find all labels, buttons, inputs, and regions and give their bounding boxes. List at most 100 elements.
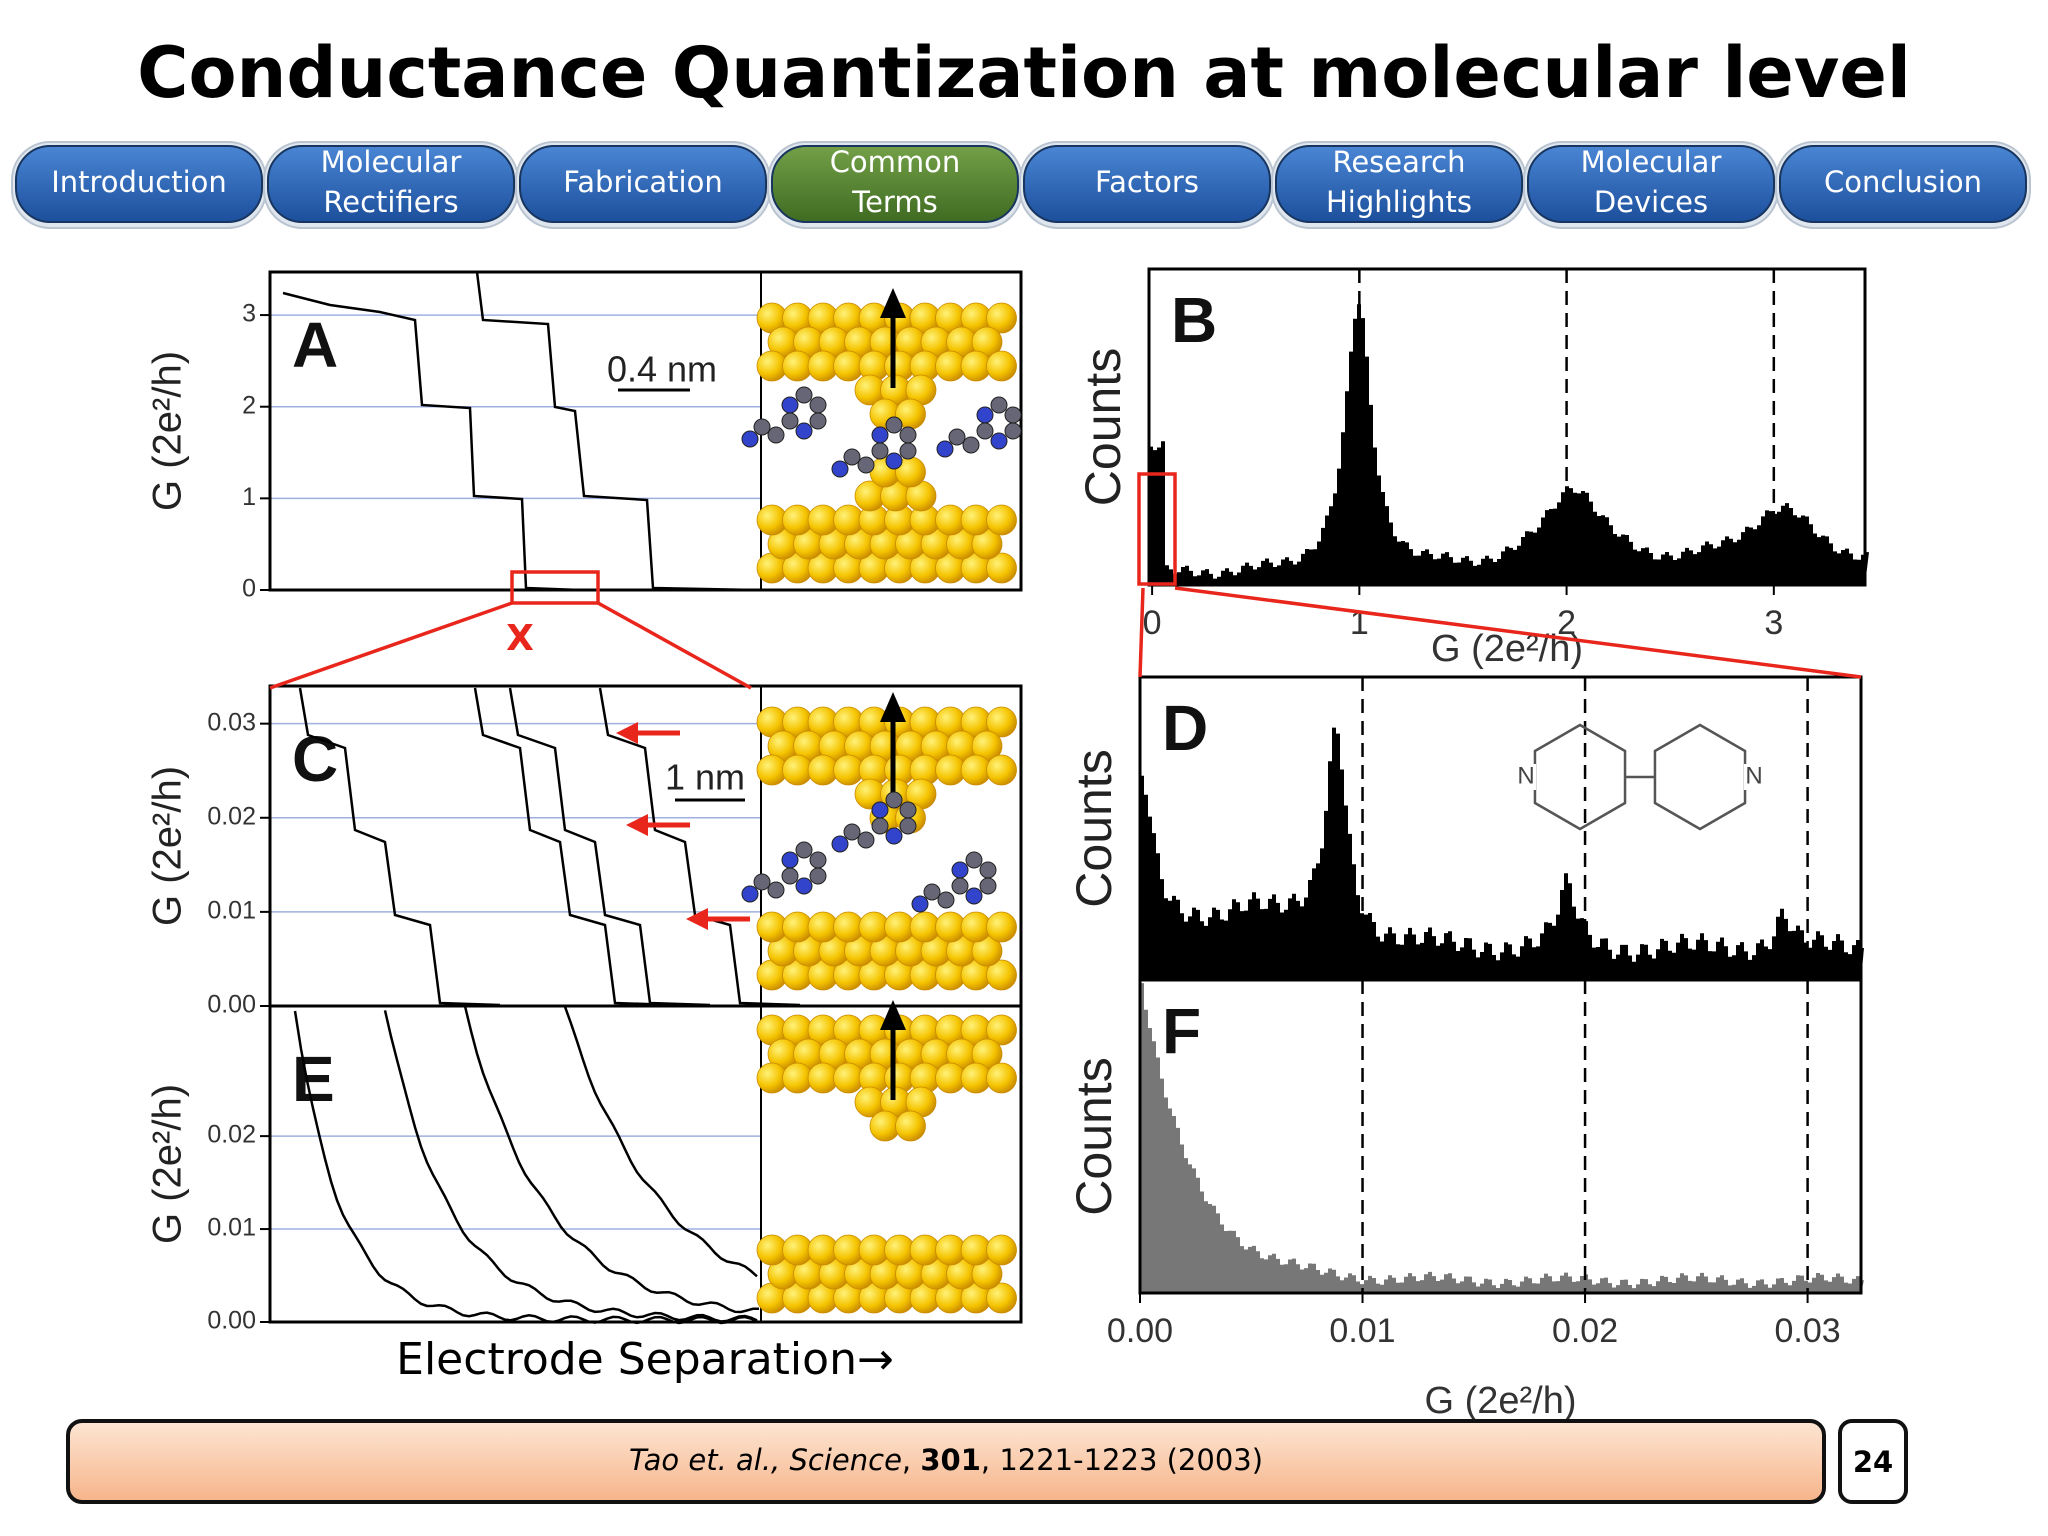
nav-button-label: Devices [1594,185,1708,219]
molecule-atom [857,456,875,474]
nav-button-label: Fabrication [563,165,722,199]
slide-title: Conductance Quantization at molecular le… [137,32,1911,114]
conductance-trace [475,271,756,592]
nav-button-body [1023,145,1271,223]
panel-letter: D [1162,692,1208,764]
conductance-trace [508,687,711,1007]
molecule-atom [990,432,1008,450]
histogram [1140,983,1864,1293]
molecule-atom [843,448,861,466]
molecule-atom [843,823,861,841]
nav-button[interactable]: Research Highlights [1271,141,1527,229]
page-number-box [1838,1419,1908,1504]
molecule-atom [871,426,889,444]
zoom-marker: X [506,618,534,659]
molecule-atom [781,851,799,869]
nav-button[interactable]: Introduction [11,141,267,229]
y-tick-label: 3 [242,300,256,328]
citation-part: 301 [920,1443,981,1477]
molecule-atom [795,386,813,404]
page-number: 24 [1853,1445,1893,1479]
molecule-atom [965,887,983,905]
atom-label-bg [1516,764,1536,790]
molecule-atom [979,877,997,895]
molecule-atom [899,426,917,444]
molecule-atom [795,841,813,859]
nav-button-body [1275,145,1523,223]
pyridine-ring [1653,723,1747,831]
molecule-atom [976,406,994,424]
molecule-atom [857,831,875,849]
molecule-atom [936,440,954,458]
nav-button-label: Common [830,145,961,179]
x-tick-label: 3 [1764,604,1783,642]
nav-button-body [519,145,767,223]
molecule-atom [741,885,759,903]
gold-atom [986,1014,1017,1046]
zoom-line [269,601,513,690]
zoom-box [510,570,600,605]
nav-button-label: Research [1332,145,1465,179]
nav-button-label: Rectifiers [323,185,458,219]
y-axis-label: G (2e²/h) [146,1084,190,1244]
molecule-atom [831,835,849,853]
molecule-atom [753,873,771,891]
nav-button-label: Molecular [1581,145,1722,179]
zoom-line [1174,586,1862,679]
x-caption: Electrode Separation→ [396,1334,894,1385]
panel-frame [1138,978,1863,1295]
nav-button[interactable]: Molecular Rectifiers [263,141,519,229]
annotation-arrow-head [616,722,638,744]
gold-atom [986,959,1017,991]
nav-button[interactable]: Fabrication [515,141,771,229]
y-tick-label: 0.02 [207,1121,256,1149]
gold-atom [986,911,1017,943]
conductance-trace [563,1006,758,1278]
y-tick-label: 0.02 [207,802,256,830]
y-axis-label: G (2e²/h) [146,766,190,926]
nav-button-label: Factors [1095,165,1199,199]
molecule-atom [899,817,917,835]
panel-letter: A [292,309,338,381]
zoom-line [1138,587,1145,678]
molecule-atom [923,883,941,901]
molecule-atom [809,396,827,414]
conductance-trace [598,687,801,1007]
scale-bar-label: 1 nm [665,757,745,798]
x-tick-label: 2 [1557,604,1576,642]
atom-label: N [1745,762,1762,789]
panel-letter: E [292,1043,335,1115]
footer-bar [66,1419,1826,1504]
nav-button[interactable]: Common Terms [767,141,1023,229]
citation-part: , [902,1443,920,1477]
molecule-atom [885,791,903,809]
molecule-atom [965,851,983,869]
nav-button[interactable]: Factors [1019,141,1275,229]
nav-button[interactable]: Conclusion [1775,141,2031,229]
molecule-atom [990,396,1008,414]
panel-letter: F [1162,995,1201,1067]
nav-button-body [267,145,515,223]
molecule-atom [781,867,799,885]
gold-atom [986,1234,1017,1266]
citation-part: , 1221-1223 (2003) [981,1443,1263,1477]
nav-button[interactable]: Molecular Devices [1523,141,1779,229]
molecule-atom [809,412,827,430]
molecule-atom [899,801,917,819]
y-tick-label: 0.00 [207,1307,256,1335]
molecule-atom [979,861,997,879]
molecule-atom [871,801,889,819]
nav-button-label: Introduction [51,165,227,199]
y-axis-label: Counts [1075,348,1131,506]
pull-arrow-head [880,692,906,722]
atom-label: N [1517,762,1534,789]
molecule-atom [885,827,903,845]
molecule-atom [951,861,969,879]
citation-part: Tao et. al., Science [629,1443,902,1477]
molecule-atom [871,442,889,460]
y-tick-label: 0.01 [207,1214,256,1242]
annotation-arrow-head [686,908,708,930]
x-axis-label: G (2e²/h) [1424,1380,1576,1422]
gold-atom [986,1282,1017,1314]
